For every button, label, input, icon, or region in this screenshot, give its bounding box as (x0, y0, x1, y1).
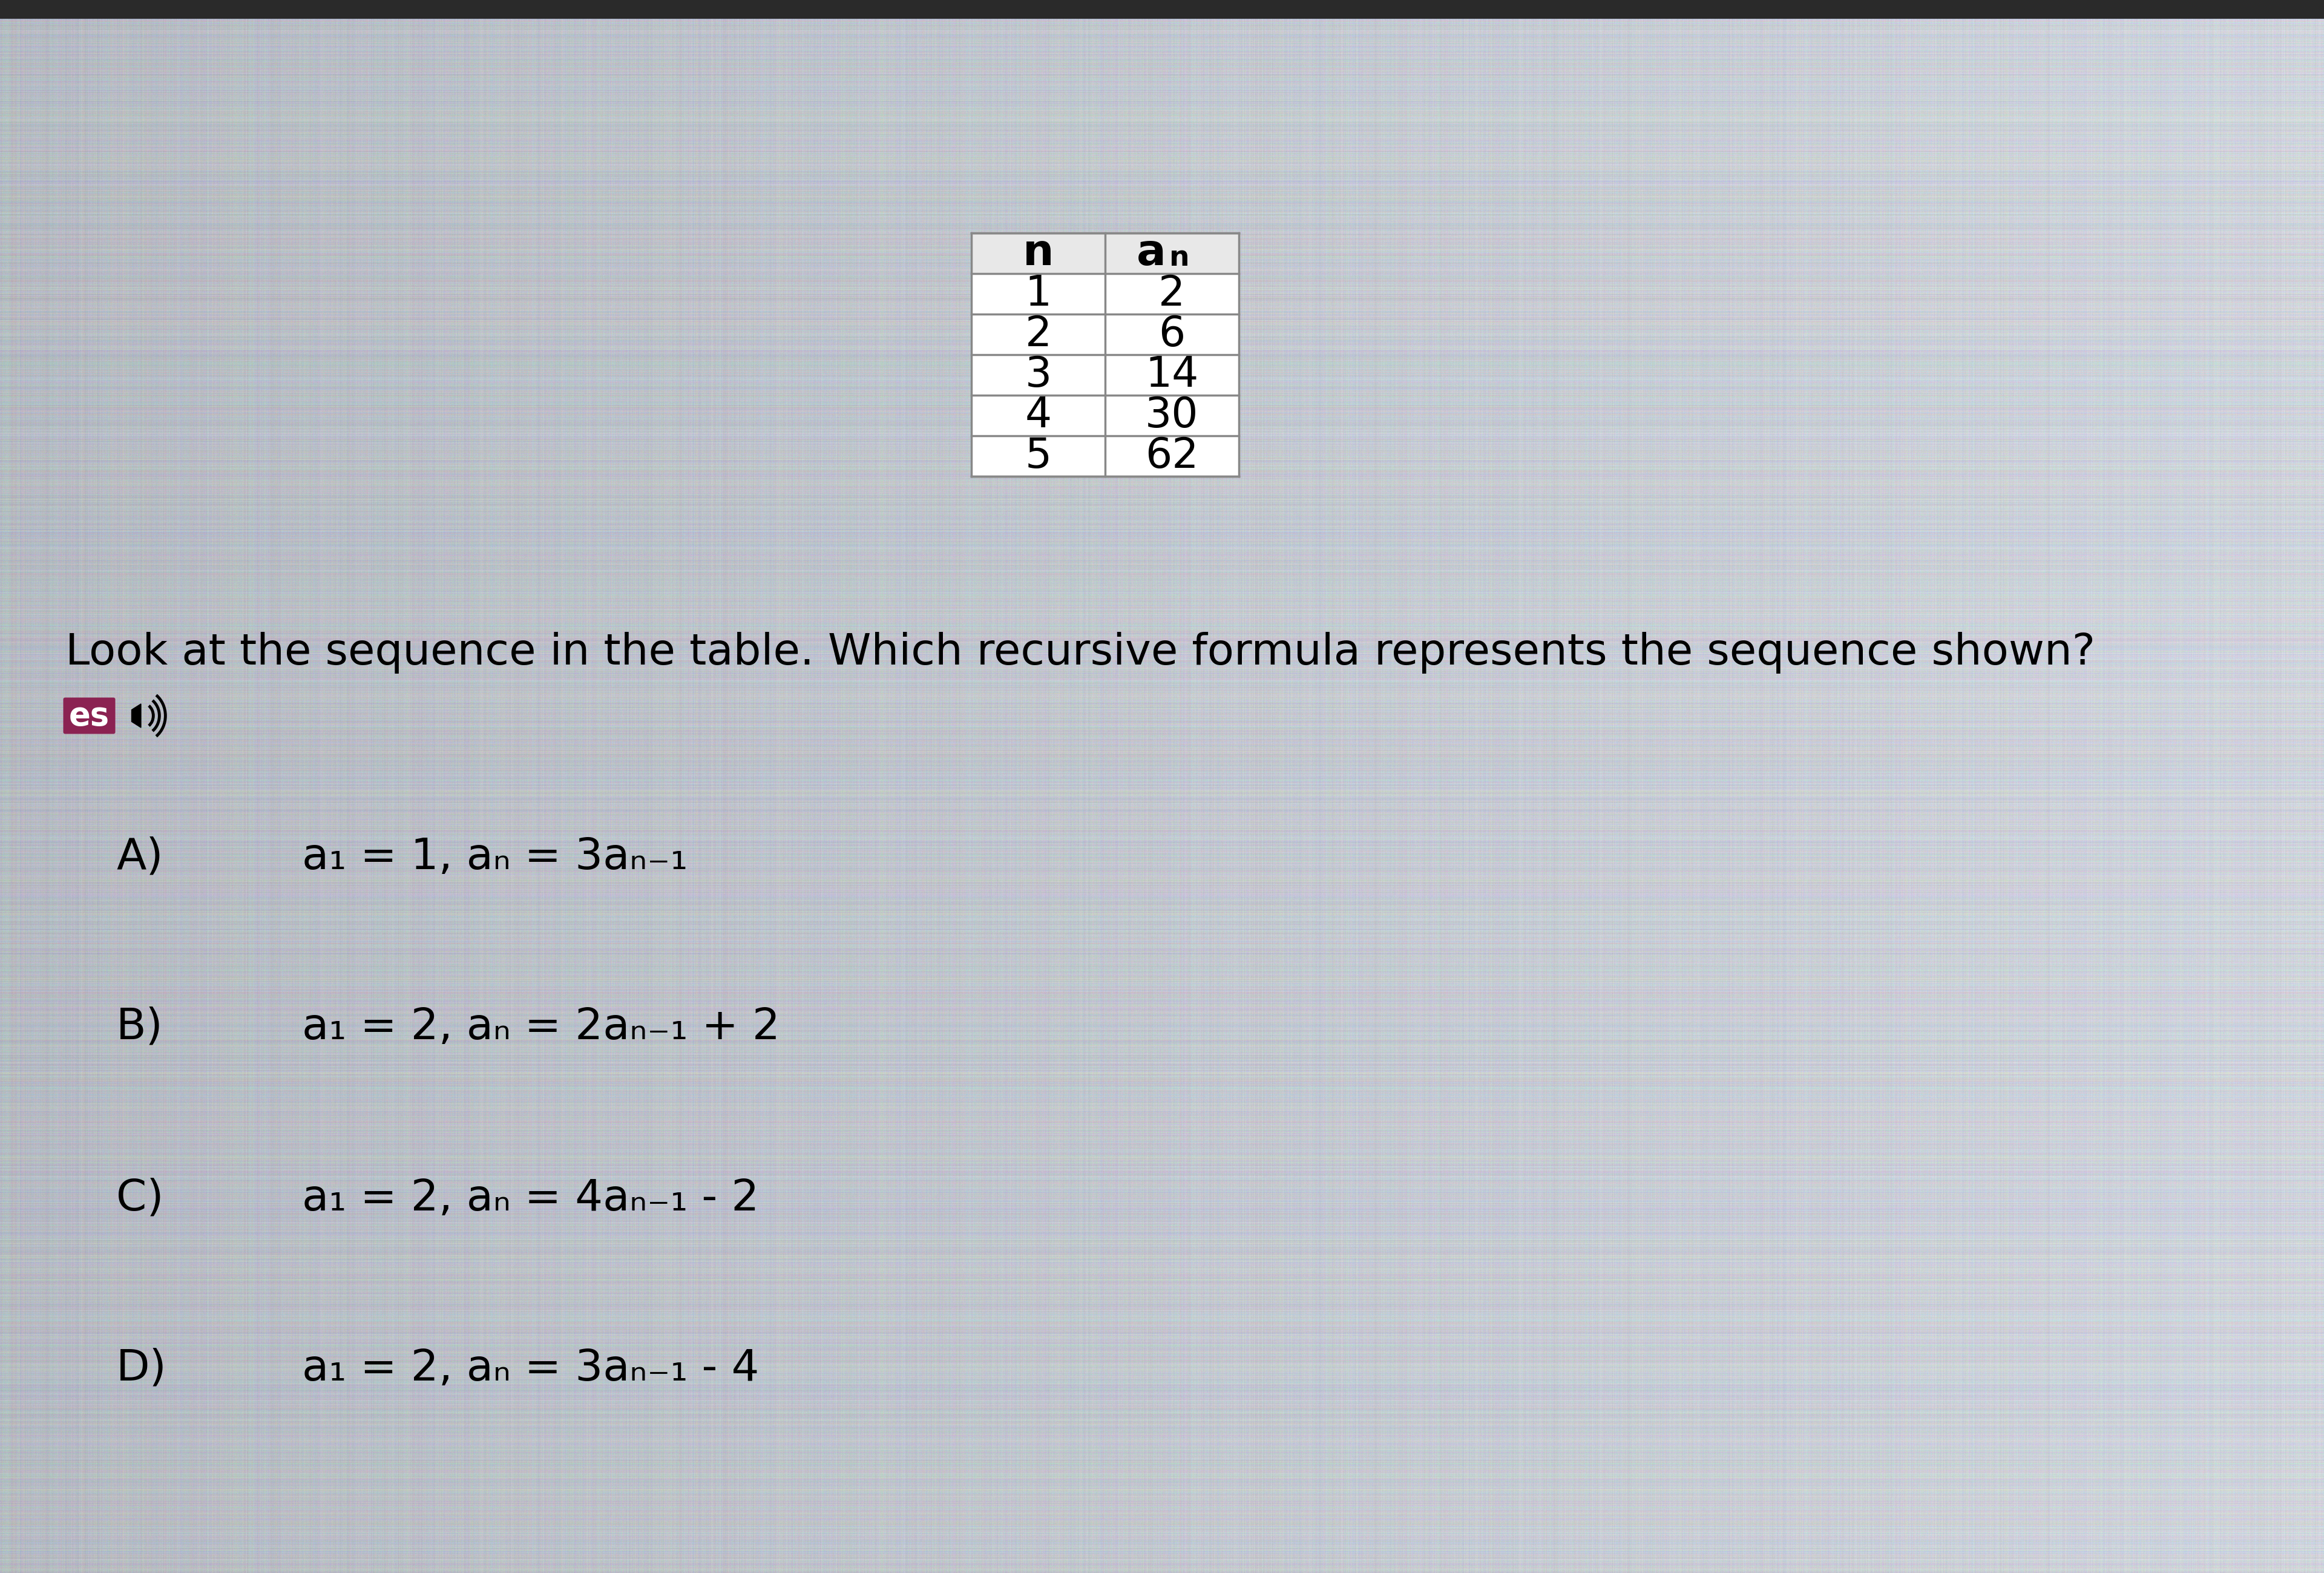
Bar (1106, 274, 1239, 315)
Bar (1106, 233, 1239, 274)
Text: n: n (1023, 233, 1053, 274)
Text: B): B) (116, 1007, 163, 1048)
Text: 30: 30 (1146, 395, 1199, 436)
Text: 62: 62 (1146, 436, 1199, 477)
Bar (971, 436, 1106, 477)
Bar (1106, 354, 1239, 395)
Bar (971, 354, 1106, 395)
Bar (971, 315, 1106, 355)
Text: 2: 2 (1025, 315, 1053, 354)
Text: C): C) (116, 1178, 163, 1219)
Bar (0, 0, 2324, 19)
Text: 3: 3 (1025, 355, 1053, 395)
Text: 1: 1 (1025, 274, 1050, 315)
Text: a₁ = 2, aₙ = 2aₙ₋₁ + 2: a₁ = 2, aₙ = 2aₙ₋₁ + 2 (302, 1007, 781, 1048)
Bar (971, 395, 1106, 436)
Text: a₁ = 2, aₙ = 4aₙ₋₁ - 2: a₁ = 2, aₙ = 4aₙ₋₁ - 2 (302, 1178, 760, 1219)
Polygon shape (132, 703, 142, 728)
Bar (1106, 395, 1239, 436)
Text: 5: 5 (1025, 436, 1053, 477)
Text: D): D) (116, 1348, 167, 1389)
Text: a: a (1136, 233, 1167, 274)
FancyBboxPatch shape (63, 697, 116, 735)
Bar (1106, 315, 1239, 355)
Text: 4: 4 (1025, 395, 1053, 436)
Text: A): A) (116, 837, 163, 878)
Text: a₁ = 1, aₙ = 3aₙ₋₁: a₁ = 1, aₙ = 3aₙ₋₁ (302, 837, 688, 878)
Bar (1106, 436, 1239, 477)
Text: 6: 6 (1157, 315, 1185, 354)
Text: a₁ = 2, aₙ = 3aₙ₋₁ - 4: a₁ = 2, aₙ = 3aₙ₋₁ - 4 (302, 1348, 760, 1389)
Bar (971, 233, 1106, 274)
Text: 2: 2 (1157, 274, 1185, 315)
Text: es: es (70, 700, 109, 731)
Text: Look at the sequence in the table. Which recursive formula represents the sequen: Look at the sequence in the table. Which… (65, 632, 2094, 673)
Text: 14: 14 (1146, 355, 1199, 395)
Text: n: n (1169, 244, 1190, 272)
Bar (971, 274, 1106, 315)
